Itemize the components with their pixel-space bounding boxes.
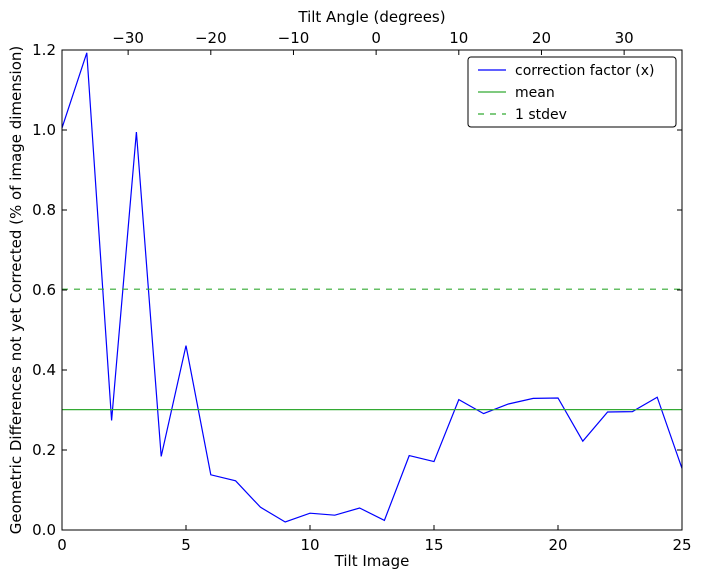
legend: correction factor (x) mean 1 stdev [467, 56, 677, 128]
top-x-tick-label: 0 [371, 29, 381, 47]
x-axis-title: Tilt Image [334, 552, 410, 570]
series-line [61, 52, 683, 523]
y-tick-label: 0.8 [32, 201, 56, 219]
y-tick-label: 1.2 [32, 41, 56, 59]
top-x-tick-label: −30 [112, 29, 144, 47]
series-layer [61, 52, 683, 523]
y-tick-label: 0.0 [32, 521, 56, 539]
x-tick-label: 25 [672, 536, 691, 554]
y-axis-title: Geometric Differences not yet Corrected … [7, 46, 25, 535]
y-tick-label: 1.0 [32, 121, 56, 139]
top-x-tick-label: 30 [615, 29, 634, 47]
top-x-tick-label: 10 [449, 29, 468, 47]
y-tick-label: 0.2 [32, 441, 56, 459]
x-tick-label: 5 [181, 536, 191, 554]
legend-label: correction factor (x) [515, 63, 654, 79]
x-tick-label: 15 [424, 536, 443, 554]
x-tick-label: 10 [300, 536, 319, 554]
legend-label: mean [515, 85, 555, 101]
top-x-tick-label: 20 [532, 29, 551, 47]
x-tick-label: 20 [548, 536, 567, 554]
top-x-axis-title: Tilt Angle (degrees) [297, 8, 445, 26]
y-tick-label: 0.4 [32, 361, 56, 379]
plot-area [61, 52, 683, 523]
legend-box [467, 56, 677, 128]
x-tick-label: 0 [57, 536, 67, 554]
legend-label: 1 stdev [515, 107, 567, 123]
top-x-tick-label: −20 [195, 29, 227, 47]
top-x-tick-label: −10 [278, 29, 310, 47]
ticks-layer: 0 5 10 15 20 25 0.0 0.2 0.4 0.6 0.8 1.0 1.2 −30 −20 −10… [32, 29, 691, 554]
y-tick-label: 0.6 [32, 281, 56, 299]
